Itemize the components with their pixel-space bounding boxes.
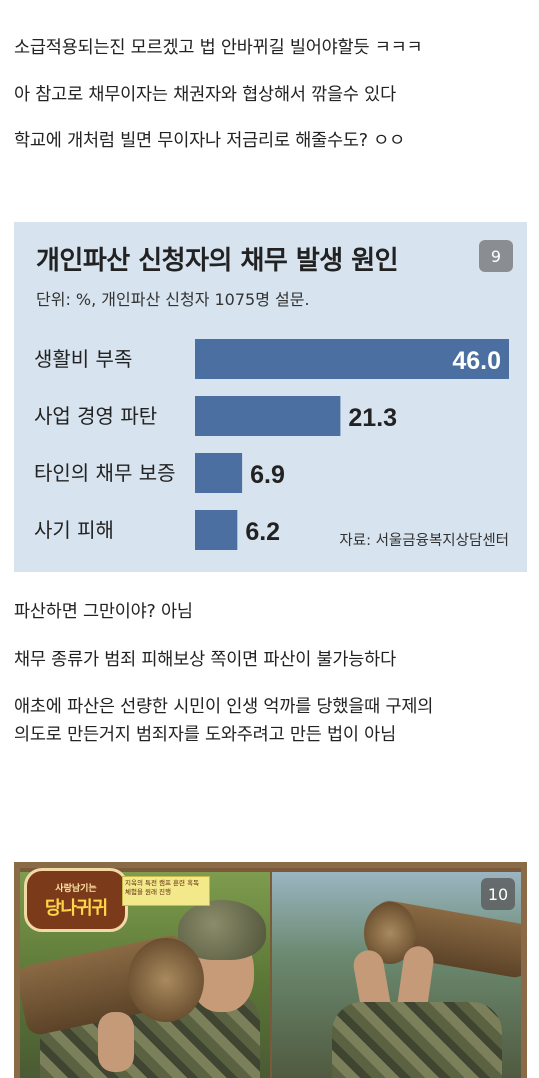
tv-show-screenshot[interactable]: 사랑남기는 당나귀귀 지옥의 특전 캠프 훈련 혹독 체험을 원래 진행 10	[14, 862, 527, 1078]
category-label: 생활비 부족	[34, 347, 132, 371]
value-label: 6.9	[250, 461, 285, 489]
show-logo: 사랑남기는 당나귀귀	[24, 868, 128, 932]
show-logo-text: 당나귀귀	[44, 897, 108, 919]
image-index-badge: 10	[481, 878, 515, 910]
camo-uniform-shape	[332, 1002, 502, 1078]
value-label: 6.2	[245, 518, 280, 546]
value-label: 21.3	[348, 404, 397, 432]
post-text-line-4: 파산하면 그만이야? 아님	[14, 602, 193, 622]
bar	[195, 510, 238, 550]
category-label: 사기 피해	[34, 518, 114, 542]
photo-right-panel	[272, 872, 527, 1078]
on-screen-caption: 지옥의 특전 캠프 훈련 혹독 체험을 원래 진행	[122, 876, 210, 906]
post-text-line-6: 애초에 파산은 선량한 시민이 인생 억까를 당했을때 구제의	[14, 697, 434, 717]
post-text-line-2: 아 참고로 채무이자는 채권자와 협상해서 깎을수 있다	[14, 85, 396, 105]
chart-source: 자료: 서울금융복지상담센터	[339, 533, 509, 549]
post-text-line-7: 의도로 만든거지 범죄자를 도와주려고 만든 법이 아님	[14, 725, 396, 745]
category-label: 사업 경영 파탄	[34, 404, 157, 428]
post-text-line-3: 학교에 개처럼 빌면 무이자나 저금리로 해줄수도? ㅇㅇ	[14, 131, 406, 151]
value-label: 46.0	[452, 347, 501, 375]
chart-subtitle: 단위: %, 개인파산 신청자 1075명 설문.	[36, 290, 310, 309]
bankruptcy-cause-infographic[interactable]: 개인파산 신청자의 채무 발생 원인 9 단위: %, 개인파산 신청자 107…	[14, 222, 527, 572]
bar	[195, 339, 509, 379]
cut-off-text-line	[14, 0, 19, 18]
bar	[195, 453, 243, 493]
category-label: 타인의 채무 보증	[34, 461, 176, 485]
image-index-badge: 9	[479, 240, 513, 272]
chart-title: 개인파산 신청자의 채무 발생 원인	[36, 246, 399, 276]
bar-chart: 생활비 부족 46.0 사업 경영 파탄 21.3 타인의 채무 보증 6.9 사기 피해 6…	[34, 339, 509, 550]
photo-frame	[14, 862, 527, 1078]
bar	[195, 396, 341, 436]
log-end-shape	[128, 938, 204, 1022]
post-text-line-1: 소급적용되는진 모르겠고 법 안바뀌길 빌어야할듯 ㅋㅋㅋ	[14, 38, 423, 58]
arm-shape	[98, 1012, 134, 1072]
post-text-line-5: 채무 종류가 범죄 피해보상 쪽이면 파산이 불가능하다	[14, 650, 396, 670]
show-logo-subtext: 사랑남기는	[55, 883, 97, 894]
